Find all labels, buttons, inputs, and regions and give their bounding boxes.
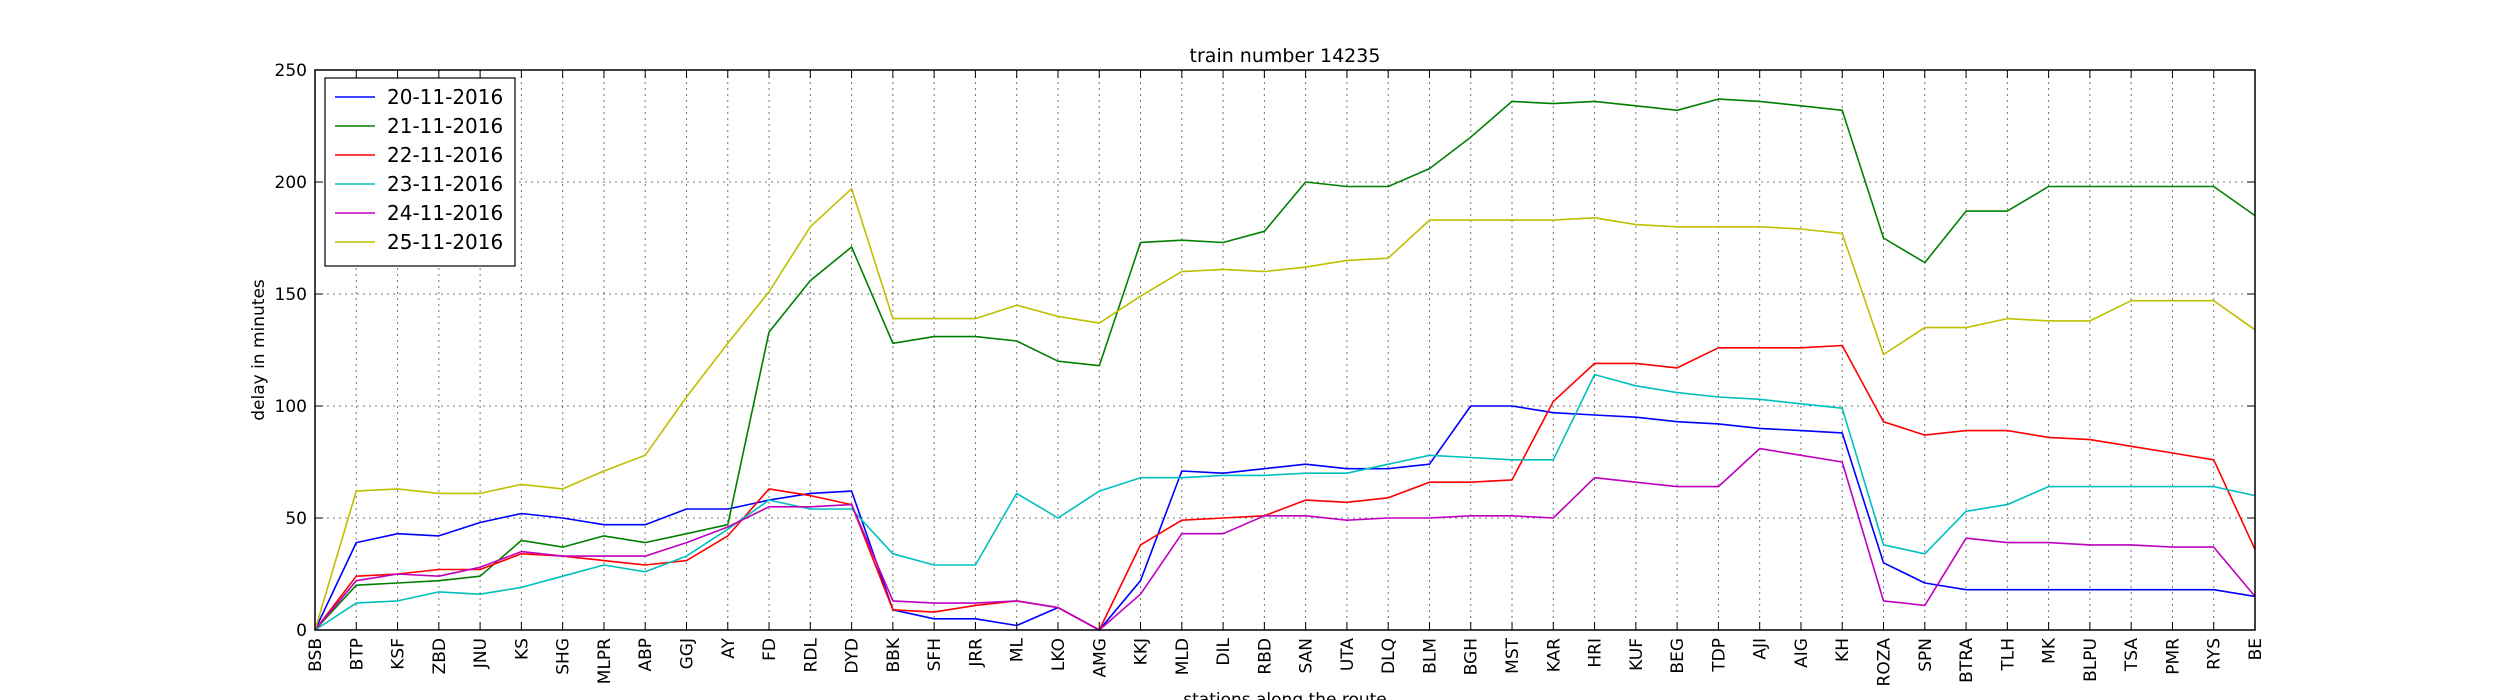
- x-axis-label: stations along the route: [1183, 690, 1387, 700]
- x-tick-label: KS: [512, 638, 532, 660]
- x-tick-label: LKO: [1049, 638, 1069, 671]
- legend-label: 22-11-2016: [387, 143, 503, 167]
- x-tick-label: BEG: [1668, 638, 1688, 674]
- x-tick-label: DLQ: [1379, 638, 1399, 674]
- chart-title: train number 14235: [1190, 45, 1381, 67]
- x-axis-ticks: BSB BTP KSF ZBD JNU KS SHG MLPR ABP GGJ AY FD RDL DYD…: [306, 70, 2266, 686]
- legend-label: 21-11-2016: [387, 114, 503, 138]
- x-tick-label: KH: [1833, 638, 1853, 662]
- plot-frame: [314, 69, 2256, 631]
- x-tick-label: KSF: [389, 638, 409, 670]
- x-tick-label: ML: [1008, 637, 1028, 662]
- x-tick-label: AJI: [1751, 638, 1771, 660]
- x-tick-label: BLM: [1420, 638, 1440, 674]
- x-tick-label: TDP: [1709, 638, 1729, 673]
- series-line-25-11-2016: [314, 187, 2256, 631]
- y-tick-label: 0: [296, 621, 307, 641]
- y-tick-label: 250: [275, 61, 307, 81]
- x-tick-label: PMR: [2163, 638, 2183, 675]
- x-tick-label: MK: [2040, 637, 2060, 664]
- legend: 20-11-2016 21-11-2016 22-11-2016 23-11-2016…: [324, 77, 516, 267]
- x-tick-label: GGJ: [677, 638, 697, 669]
- x-tick-label: RBD: [1255, 638, 1275, 675]
- y-tick-label: 100: [275, 397, 307, 417]
- x-tick-label: BSB: [306, 638, 326, 672]
- x-tick-label: HRI: [1586, 638, 1606, 668]
- y-tick-label: 200: [275, 173, 307, 193]
- x-tick-label: DYD: [843, 638, 863, 674]
- x-tick-label: JRR: [966, 638, 986, 668]
- x-tick-label: KKJ: [1132, 638, 1152, 665]
- y-axis-label: delay in minutes: [249, 279, 269, 421]
- x-tick-label: ZBD: [430, 638, 450, 674]
- x-tick-label: DIL: [1214, 637, 1234, 665]
- series-line-20-11-2016: [314, 405, 2256, 631]
- x-tick-label: FD: [760, 638, 780, 661]
- x-tick-label: TLH: [1998, 638, 2018, 672]
- x-tick-label: BTP: [347, 638, 367, 670]
- series-line-23-11-2016: [314, 373, 2256, 631]
- x-tick-label: BBK: [884, 637, 904, 672]
- x-tick-label: ABP: [636, 638, 656, 672]
- legend-label: 25-11-2016: [387, 230, 503, 254]
- x-tick-label: RDL: [801, 637, 821, 672]
- x-tick-label: SFH: [925, 638, 945, 671]
- legend-box: [324, 77, 516, 267]
- x-tick-label: UTA: [1338, 638, 1358, 672]
- x-tick-label: BTRA: [1957, 638, 1977, 683]
- x-tick-label: MLPR: [595, 638, 615, 684]
- legend-label: 24-11-2016: [387, 201, 503, 225]
- x-tick-label: BLPU: [2081, 638, 2101, 682]
- x-tick-label: SAN: [1297, 638, 1317, 673]
- x-tick-label: RYS: [2205, 638, 2225, 670]
- x-tick-label: MLD: [1173, 638, 1193, 675]
- legend-label: 23-11-2016: [387, 172, 503, 196]
- x-tick-label: BGH: [1462, 638, 1482, 675]
- x-tick-label: AMG: [1090, 638, 1110, 677]
- x-tick-label: AY: [719, 637, 739, 658]
- x-tick-label: ROZA: [1875, 638, 1895, 687]
- legend-label: 20-11-2016: [387, 85, 503, 109]
- x-tick-label: BE: [2246, 638, 2266, 660]
- series-line-24-11-2016: [314, 447, 2256, 631]
- x-tick-label: MST: [1503, 637, 1523, 673]
- y-tick-label: 50: [285, 509, 307, 529]
- x-tick-label: JNU: [471, 638, 491, 669]
- x-tick-label: TSA: [2122, 638, 2142, 672]
- y-tick-label: 150: [275, 285, 307, 305]
- series-line-22-11-2016: [314, 344, 2256, 631]
- series-line-21-11-2016: [314, 98, 2256, 631]
- series-lines: [314, 98, 2256, 631]
- x-tick-label: SPN: [1916, 638, 1936, 672]
- x-tick-label: KAR: [1544, 638, 1564, 672]
- x-tick-label: AIG: [1792, 638, 1812, 668]
- x-tick-label: SHG: [554, 638, 574, 675]
- y-axis-ticks: 0 50 100 150 200 250: [275, 61, 2255, 641]
- x-tick-label: KUF: [1627, 638, 1647, 671]
